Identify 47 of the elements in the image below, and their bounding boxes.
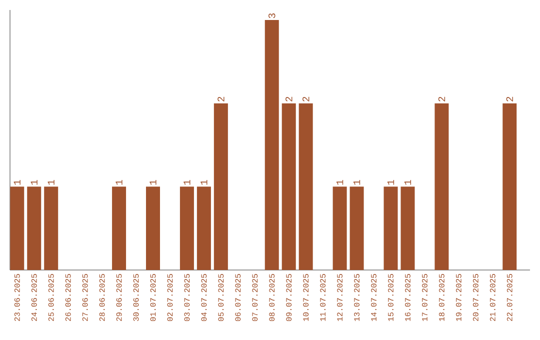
x-tick-label: 23.06.2025 xyxy=(14,274,20,321)
x-tick-label: 29.06.2025 xyxy=(116,274,122,321)
x-tick-label: 04.07.2025 xyxy=(201,274,207,322)
x-tick-label: 17.07.2025 xyxy=(422,274,428,321)
x-tick-label: 13.07.2025 xyxy=(354,274,360,321)
data-label: 1 xyxy=(404,180,412,185)
x-tick-label: 03.07.2025 xyxy=(184,274,190,322)
data-label: 1 xyxy=(116,180,122,185)
x-tick-label: 26.06.2025 xyxy=(65,274,71,321)
data-label: 2 xyxy=(506,96,513,102)
data-label: 2 xyxy=(218,96,224,102)
x-tick-label: 16.07.2025 xyxy=(405,274,410,321)
x-tick-label: 11.07.2025 xyxy=(320,274,326,321)
x-tick-label: 28.06.2025 xyxy=(99,274,105,321)
x-tick-label: 20.07.2025 xyxy=(472,274,478,321)
x-tick-label: 24.06.2025 xyxy=(31,274,37,321)
data-label: 1 xyxy=(353,180,360,185)
x-tick-label: 25.06.2025 xyxy=(48,274,54,321)
x-tick-label: 01.07.2025 xyxy=(150,274,156,322)
x-tick-label: 27.06.2025 xyxy=(82,274,88,321)
data-label: 2 xyxy=(438,96,446,102)
data-label: 1 xyxy=(150,180,156,185)
x-tick-label: 10.07.2025 xyxy=(303,274,309,321)
x-tick-label: 18.07.2025 xyxy=(438,274,444,321)
data-label: 1 xyxy=(387,180,394,185)
x-tick-label: 02.07.2025 xyxy=(167,274,173,322)
data-label: 1 xyxy=(184,180,190,185)
x-tick-label: 07.07.2025 xyxy=(252,274,258,322)
x-tick-label: 14.07.2025 xyxy=(371,274,376,321)
data-label: 1 xyxy=(336,180,344,185)
data-label: 2 xyxy=(286,96,292,102)
x-tick-label: 30.06.2025 xyxy=(133,274,139,322)
data-label: 1 xyxy=(200,180,208,185)
data-label: 3 xyxy=(268,13,276,18)
x-tick-label: 15.07.2025 xyxy=(388,274,394,321)
x-tick-label: 12.07.2025 xyxy=(337,274,343,321)
x-tick-label: 21.07.2025 xyxy=(490,274,496,321)
x-tick-label: 19.07.2025 xyxy=(456,274,462,321)
data-label: 2 xyxy=(302,96,310,102)
x-tick-label: 06.07.2025 xyxy=(235,274,241,322)
x-tick-label: 09.07.2025 xyxy=(286,274,292,322)
data-label: 1 xyxy=(48,180,54,185)
x-tick-label: 05.07.2025 xyxy=(218,274,224,322)
data-label: 1 xyxy=(30,180,38,185)
data-label: 1 xyxy=(14,180,20,185)
x-tick-label: 08.07.2025 xyxy=(269,274,275,322)
x-tick-label: 22.07.2025 xyxy=(506,274,512,321)
